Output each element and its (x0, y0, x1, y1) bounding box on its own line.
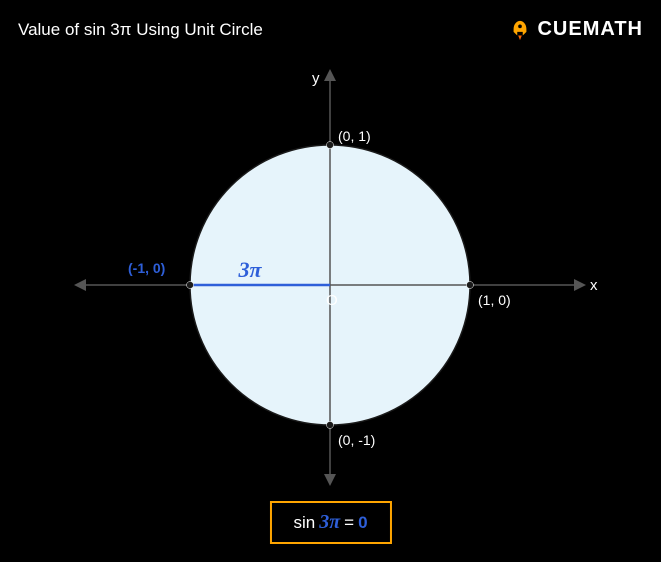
result-box: sin 3π = 0 (269, 501, 391, 544)
header: Value of sin 3π Using Unit Circle CUEMAT… (0, 18, 661, 41)
title-prefix: Value of sin (18, 20, 110, 39)
angle-label: 3π (237, 257, 262, 282)
origin-label: O (326, 292, 338, 309)
point-label: (1, 0) (478, 292, 511, 308)
axis-point (467, 282, 474, 289)
x-axis-label: x (590, 277, 598, 294)
title-angle: 3π (110, 20, 131, 39)
result-equals: = (344, 513, 354, 533)
axis-point (187, 282, 194, 289)
point-label: (-1, 0) (128, 260, 165, 276)
point-label: (0, 1) (338, 128, 371, 144)
axis-point (327, 142, 334, 149)
brand-logo: CUEMATH (509, 18, 643, 41)
title-suffix: Using Unit Circle (131, 20, 262, 39)
unit-circle-diagram: x y 3π O (0, 1) (1, 0) (0, -1) (-1, 0) (0, 55, 661, 495)
result-angle: 3π (319, 511, 340, 534)
page-title: Value of sin 3π Using Unit Circle (18, 20, 263, 40)
axis-point (327, 422, 334, 429)
y-axis-label: y (312, 70, 320, 87)
rocket-icon (509, 19, 531, 41)
result-prefix: sin (293, 513, 315, 533)
point-label: (0, -1) (338, 432, 375, 448)
brand-text: CUEMATH (537, 18, 643, 41)
result-value: 0 (358, 513, 367, 533)
